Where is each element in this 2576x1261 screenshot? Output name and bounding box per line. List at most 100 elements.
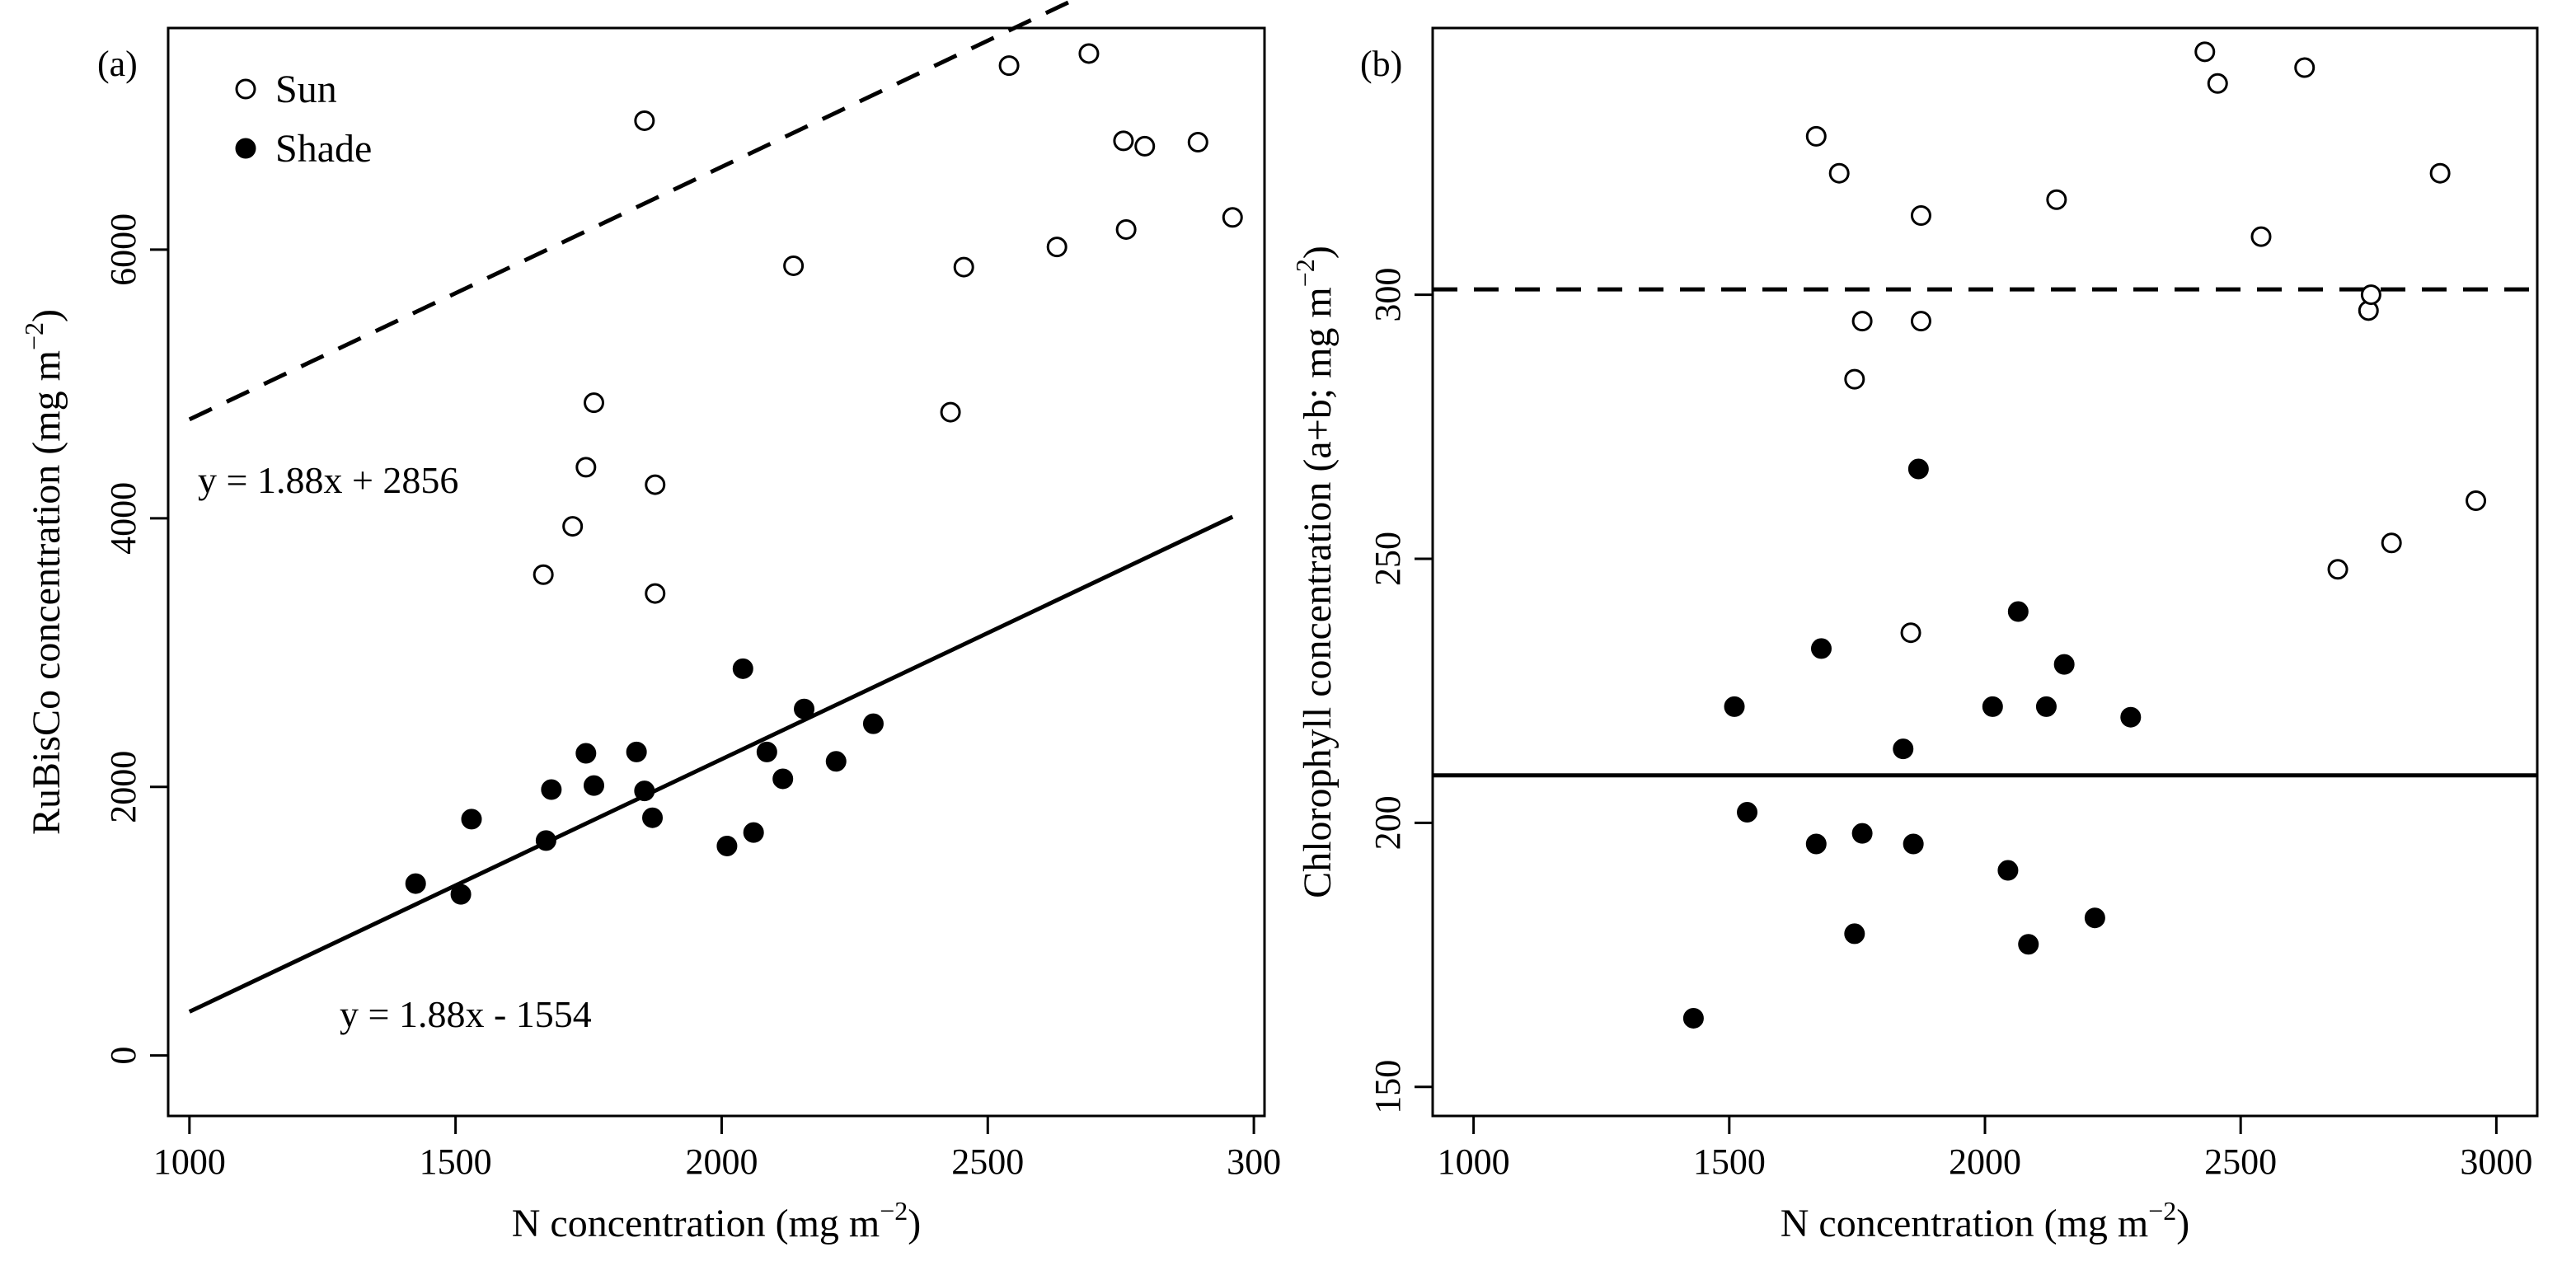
shade-point: [1805, 833, 1827, 855]
shade-point: [584, 775, 605, 796]
x-tick-label: 1500: [1693, 1141, 1766, 1182]
shade-point: [1724, 696, 1745, 717]
shade-point: [756, 741, 777, 762]
y-tick-label: 6000: [103, 213, 143, 286]
y-axis-title: RuBisCo concentration (mg m−2): [19, 309, 68, 835]
sun-point: [575, 457, 597, 478]
shade-point: [2084, 907, 2105, 929]
sun-point: [1078, 43, 1100, 64]
y-tick-label: 200: [1368, 795, 1408, 850]
axes: 1000 1500 2000 2500 3000 150 200 250 300: [1368, 268, 2532, 1182]
y-tick-label: 2000: [103, 751, 143, 823]
shade-point: [1844, 923, 1865, 945]
shade-point: [1682, 1007, 1704, 1029]
sun-point: [1900, 622, 1921, 644]
shade-point: [716, 835, 738, 856]
shade-point: [732, 658, 753, 679]
sun-point: [584, 392, 605, 414]
sun-point: [1910, 311, 1931, 332]
mean-lines: [1433, 287, 2537, 778]
shade-point: [2035, 696, 2057, 717]
plot-frame: [1431, 26, 2539, 1118]
shade-point: [1982, 696, 2003, 717]
sun-point: [1046, 237, 1067, 258]
x-axis-title: N concentration (mg m−2): [512, 1196, 922, 1245]
shade-point: [1893, 738, 1914, 760]
shade-point: [825, 751, 847, 772]
legend: Sun Shade: [235, 68, 372, 171]
shade-point: [2018, 934, 2039, 955]
legend-marker-sun: [235, 78, 256, 100]
shade-point: [634, 781, 655, 802]
shade-point: [2007, 601, 2029, 622]
sun-point: [645, 474, 666, 495]
y-tick-label: 300: [1368, 268, 1408, 322]
x-tick-label: 2500: [2204, 1141, 2277, 1182]
sun-point: [1134, 135, 1156, 157]
x-tick-label: 1000: [1438, 1141, 1510, 1182]
x-tick-label: 3000: [2460, 1141, 2532, 1182]
sun-point: [783, 255, 805, 276]
sun-point: [2381, 532, 2402, 554]
solid-line: [188, 514, 1234, 1014]
sun-point: [1844, 368, 1865, 390]
sun-point: [2360, 284, 2381, 306]
sun-point: [1851, 311, 1873, 332]
panel-b-chlorophyll-chart: 1000 1500 2000 2500 3000 150 200 250 300 (b) N c…: [1290, 26, 2539, 1245]
sun-point: [2327, 559, 2348, 580]
shade-point: [2120, 706, 2142, 728]
sun-point: [998, 55, 1020, 77]
sun-point: [2429, 162, 2451, 184]
sun-point: [645, 583, 666, 604]
legend-marker-shade: [235, 138, 256, 159]
panel-label: (a): [97, 44, 138, 84]
sun-point: [2250, 226, 2272, 247]
shade-point: [1903, 833, 1924, 855]
x-tick-label: 1500: [420, 1141, 492, 1182]
sun-point: [1115, 218, 1137, 240]
y-tick-label: 150: [1368, 1060, 1408, 1114]
y-tick-label: 0: [103, 1047, 143, 1065]
shade-point: [461, 809, 482, 830]
shade-point: [772, 768, 794, 790]
x-tick-label: 2000: [685, 1141, 758, 1182]
shade-point: [1907, 458, 1929, 480]
sun-point: [562, 516, 584, 537]
shade-point: [450, 884, 472, 905]
shade-point: [743, 822, 764, 843]
shade-point: [862, 713, 884, 734]
panel-label: (b): [1360, 44, 1402, 84]
x-tick-label: 300: [1227, 1141, 1281, 1182]
x-axis-title: N concentration (mg m−2): [1781, 1196, 2190, 1245]
sun-point: [2046, 189, 2067, 210]
y-axis-title: Chlorophyll concentration (a+b; mg m−2): [1290, 246, 1340, 898]
sun-point: [2294, 57, 2316, 78]
legend-label-sun: Sun: [275, 68, 337, 111]
shade-point: [2053, 654, 2075, 675]
sun-point: [1113, 130, 1134, 152]
sun-point: [953, 256, 974, 278]
x-tick-label: 2000: [1949, 1141, 2021, 1182]
fit-lines: [188, 0, 1234, 1014]
sun-point: [940, 401, 961, 423]
shade-point: [1810, 638, 1832, 659]
x-tick-label: 1000: [153, 1141, 226, 1182]
x-tick-label: 2500: [951, 1141, 1024, 1182]
shade-point: [1851, 823, 1873, 844]
data-points: [405, 43, 1243, 905]
legend-label-shade: Shade: [275, 127, 372, 171]
shade-point: [405, 873, 426, 894]
shade-point: [1737, 802, 1758, 823]
y-tick-label: 250: [1368, 532, 1408, 586]
sun-point: [1187, 132, 1208, 153]
sun-point: [2207, 73, 2228, 94]
sun-point: [1828, 162, 1850, 184]
shade-point: [626, 741, 647, 762]
sun-point: [1222, 207, 1243, 228]
y-tick-label: 4000: [103, 482, 143, 555]
shade-point: [642, 807, 664, 828]
shade-point: [541, 779, 562, 800]
sun-point: [634, 110, 655, 131]
